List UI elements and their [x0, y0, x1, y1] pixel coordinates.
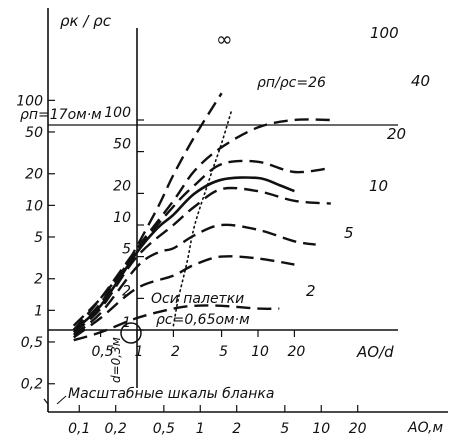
curve-label-20: 20 — [387, 125, 406, 143]
curve-label-100: 100 — [370, 24, 399, 42]
outer-axis-corner — [43, 398, 49, 412]
inner-x-tick-label: 20 — [288, 344, 306, 360]
curve-40 — [72, 159, 331, 331]
inner-x-tick-label: 2 — [171, 344, 180, 360]
curve-infinity — [72, 92, 223, 327]
rho-n-label: ρп=17ом·м — [20, 107, 102, 123]
outer-axes — [43, 8, 448, 413]
d-label: d=0,3м — [109, 337, 123, 383]
curve-label-2: 2 — [306, 282, 316, 300]
palette-axes-label: Оси палетки — [151, 291, 244, 307]
rho-c-label: ρc=0,65ом·м — [156, 312, 250, 328]
outer-x-tick-label: 10 — [312, 421, 330, 437]
outer-y-tick-label: 1 — [34, 303, 43, 319]
outer-x-unit: AO,м — [407, 420, 443, 436]
outer-x-tick-label: 0,5 — [153, 421, 175, 437]
inner-y-tick-label: 2 — [122, 283, 131, 299]
outer-x-tick-label: 20 — [349, 421, 367, 437]
outer-y-tick-label: 20 — [25, 167, 43, 183]
outer-x-tick-label: 1 — [196, 421, 205, 437]
curve-100 — [72, 118, 331, 331]
outer-x-ticks: 0,1 0,2 0,5 1 2 5 10 20 — [68, 405, 367, 437]
outer-y-tick-label: 50 — [25, 125, 43, 141]
outer-x-tick-label: 5 — [280, 421, 289, 437]
inner-x-tick-label: 5 — [219, 344, 228, 360]
curve-2 — [73, 304, 280, 342]
inner-y-tick-label: 20 — [113, 178, 131, 194]
curve-20 — [72, 186, 331, 334]
outer-x-tick-label: 2 — [232, 421, 241, 437]
inner-xlabel: AO/d — [356, 343, 394, 361]
inner-x-tick-label: 1 — [135, 344, 144, 360]
outer-y-tick-label: 10 — [25, 198, 43, 214]
inner-x-ticks: 0,5 1 2 5 10 20 — [91, 330, 305, 360]
scale-note-pointer — [56, 395, 67, 405]
curve-26 — [72, 176, 295, 331]
outer-x-tick-label: 0,2 — [105, 421, 127, 437]
outer-y-ticks: 0,2 0,5 1 2 5 10 20 50 100 — [16, 93, 55, 393]
inner-y-tick-label: 5 — [122, 242, 131, 258]
inner-y-tick-label: 10 — [113, 210, 131, 226]
curve-group — [72, 92, 331, 342]
curve-label-infinity: ∞ — [216, 27, 233, 51]
curves — [72, 92, 331, 342]
outer-y-tick-label: 0,5 — [21, 335, 43, 351]
outer-y-tick-label: 2 — [34, 272, 43, 288]
curve-label-10: 10 — [369, 177, 388, 195]
inner-y-tick-label: 50 — [113, 137, 131, 153]
curve-label-5: 5 — [344, 224, 354, 242]
rho-ratio-label: ρп/ρс=26 — [257, 75, 326, 91]
palette-origin-circle — [120, 322, 142, 344]
scale-note: Масштабные шкалы бланка — [68, 386, 274, 402]
outer-x-tick-label: 0,1 — [68, 421, 90, 437]
outer-y-tick-label: 100 — [16, 93, 43, 109]
outer-y-tick-label: 5 — [34, 230, 43, 246]
inner-x-tick-label: 0,5 — [91, 344, 113, 360]
outer-y-tick-label: 0,2 — [21, 377, 43, 393]
inner-x-tick-label: 10 — [251, 344, 269, 360]
inner-y-tick-label: 100 — [104, 105, 131, 121]
curve-10 — [72, 223, 316, 336]
curve-labels: ∞ 100 40 20 10 5 2 — [216, 24, 430, 300]
inner-ylabel: ρк / ρс — [60, 12, 112, 30]
curve-label-40: 40 — [411, 72, 430, 90]
